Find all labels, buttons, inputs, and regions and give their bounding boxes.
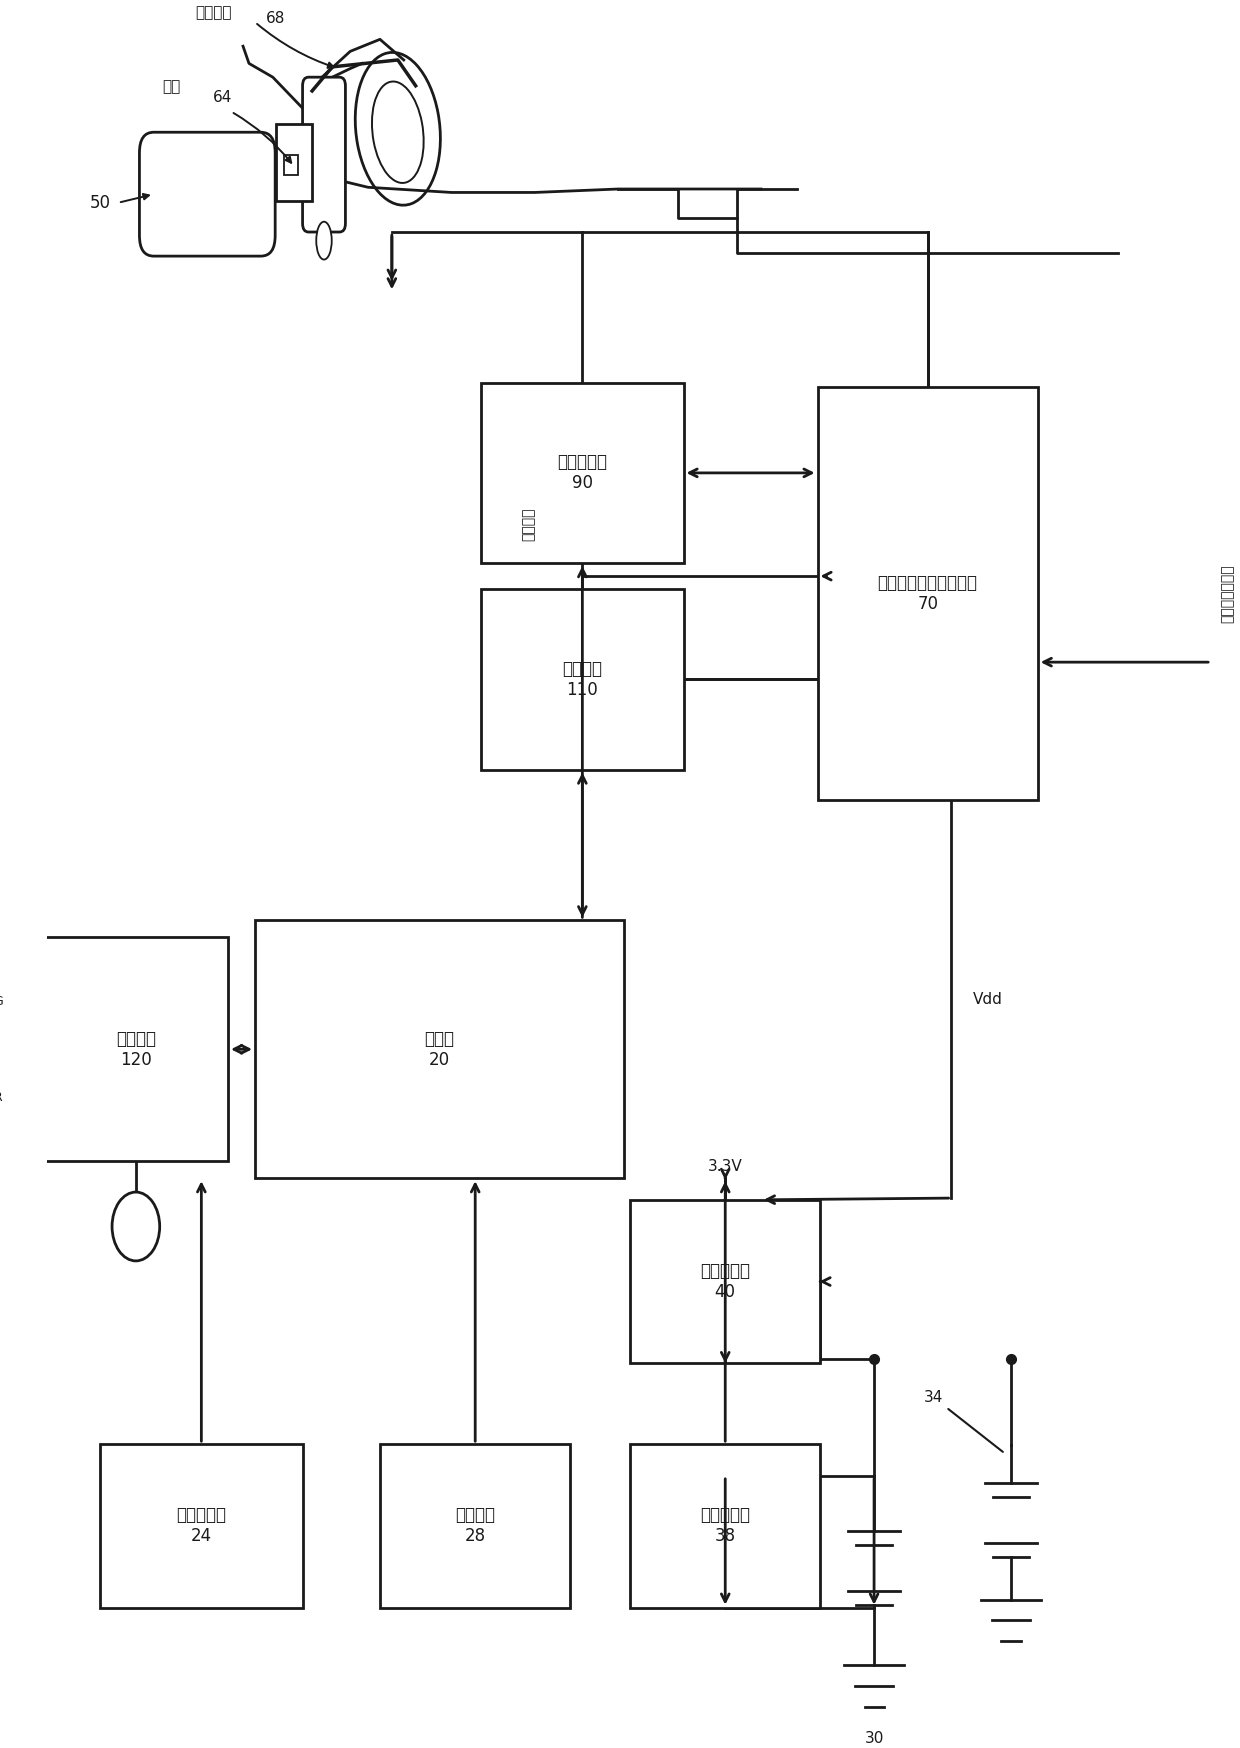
Text: 34: 34 <box>924 1390 1003 1453</box>
FancyBboxPatch shape <box>139 133 275 257</box>
Ellipse shape <box>316 222 332 259</box>
Text: 带扣: 带扣 <box>162 79 181 94</box>
Text: 来自碰撞传感器: 来自碰撞传感器 <box>1220 565 1235 622</box>
Bar <box>481 589 683 769</box>
Text: 加速度计
28: 加速度计 28 <box>455 1507 495 1545</box>
Bar <box>481 383 683 563</box>
Circle shape <box>0 970 20 1031</box>
Bar <box>284 154 298 175</box>
Bar <box>630 1199 821 1363</box>
Text: 电池测试器
38: 电池测试器 38 <box>701 1507 750 1545</box>
Bar <box>630 1444 821 1608</box>
Text: 一个（或多个）继电器
70: 一个（或多个）继电器 70 <box>878 573 977 614</box>
Text: 安全气囊: 安全气囊 <box>195 5 232 21</box>
Ellipse shape <box>372 82 424 184</box>
Text: 68: 68 <box>265 10 285 26</box>
Text: 处理器
20: 处理器 20 <box>424 1030 455 1068</box>
Bar <box>100 1444 303 1608</box>
Text: Vdd: Vdd <box>973 993 1003 1007</box>
Text: 充气电路
110: 充气电路 110 <box>563 661 603 699</box>
Ellipse shape <box>355 52 440 205</box>
Circle shape <box>0 1066 20 1129</box>
Circle shape <box>112 1192 160 1260</box>
Text: 测试电压: 测试电压 <box>522 507 536 542</box>
Text: 碰撞传感器
24: 碰撞传感器 24 <box>176 1507 227 1545</box>
Bar <box>817 386 1038 801</box>
Text: 64: 64 <box>213 89 232 105</box>
Bar <box>379 1444 570 1608</box>
Bar <box>43 937 228 1161</box>
Text: 扎锁检测器
90: 扎锁检测器 90 <box>557 453 608 493</box>
Text: 50: 50 <box>89 194 110 212</box>
Text: 测试控制
120: 测试控制 120 <box>115 1030 156 1068</box>
Text: R: R <box>0 1091 2 1105</box>
Bar <box>277 124 312 201</box>
FancyBboxPatch shape <box>303 77 346 232</box>
Text: G: G <box>0 995 4 1007</box>
Text: 30: 30 <box>864 1731 884 1746</box>
Text: 3.3V: 3.3V <box>708 1159 743 1175</box>
Text: 电压调节器
40: 电压调节器 40 <box>701 1262 750 1301</box>
Bar <box>255 919 624 1178</box>
